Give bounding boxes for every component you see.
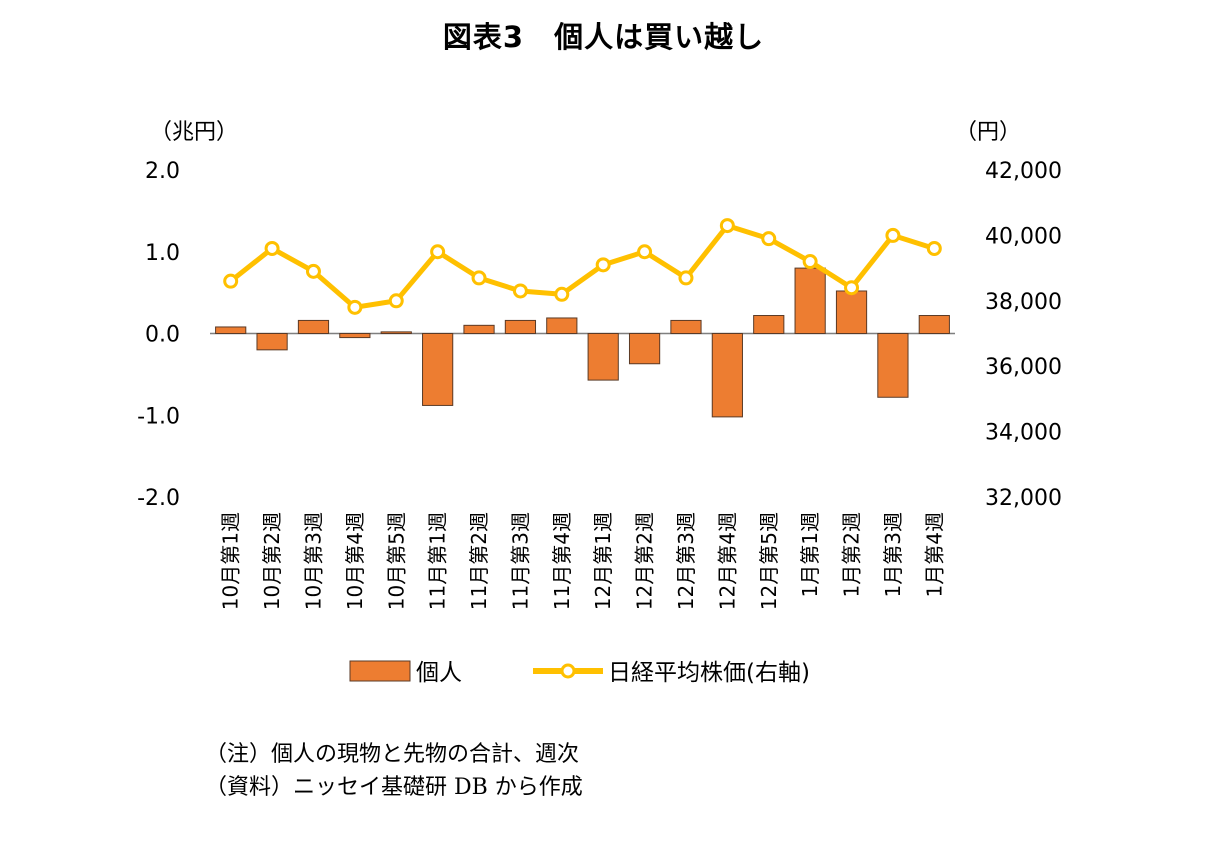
y-right-tick: 36,000: [985, 355, 1062, 380]
x-category-label: 10月第4週: [343, 512, 367, 610]
line-point: [430, 244, 446, 260]
line-point: [719, 218, 735, 234]
x-category-label: 10月第5週: [384, 512, 408, 610]
x-category-label: 10月第3週: [301, 512, 325, 610]
y-left-tick: -2.0: [137, 486, 180, 511]
line-point: [926, 240, 942, 256]
line-point: [305, 263, 321, 279]
y-right-tick: 42,000: [985, 159, 1062, 184]
bar: [753, 315, 785, 335]
y-right-tick: 32,000: [985, 486, 1062, 511]
line-point: [223, 273, 239, 289]
bar: [546, 317, 578, 334]
line-point: [595, 257, 611, 273]
y-left-tick: 2.0: [145, 159, 180, 184]
bar: [918, 315, 950, 335]
line-point: [471, 270, 487, 286]
bar: [628, 333, 661, 365]
note-2: （資料）ニッセイ基礎研 DB から作成: [205, 775, 583, 800]
y-right-axis-label: （円）: [955, 120, 1021, 145]
y-left-axis-label: （兆円）: [150, 120, 238, 145]
bar: [297, 319, 330, 335]
x-category-label: 11月第3週: [508, 512, 532, 610]
bar: [215, 326, 247, 334]
line-point: [347, 299, 363, 315]
x-category-label: 1月第4週: [922, 512, 946, 597]
bar-series: [215, 267, 950, 418]
line-point: [264, 240, 280, 256]
y-right-tick: 34,000: [985, 421, 1062, 446]
y-left-tick: 1.0: [145, 241, 180, 266]
x-category-label: 11月第4週: [550, 512, 574, 610]
bar: [587, 333, 619, 381]
line-point: [802, 254, 818, 270]
x-category-label: 10月第2週: [260, 512, 284, 610]
bar: [670, 319, 702, 335]
bar: [835, 290, 868, 334]
legend-label-line: 日経平均株価(右軸): [608, 660, 810, 686]
x-category-label: 11月第1週: [426, 512, 450, 610]
x-category-label: 12月第2週: [633, 512, 657, 610]
bar: [256, 333, 288, 351]
bar: [711, 333, 743, 418]
line-point: [678, 270, 694, 286]
bar: [339, 333, 371, 339]
x-category-label: 10月第1週: [219, 512, 243, 610]
x-category-label: 1月第1週: [798, 512, 822, 597]
x-category-label: 11月第2週: [467, 512, 491, 610]
line-point: [554, 286, 570, 302]
bar: [877, 333, 909, 398]
x-category-label: 1月第3週: [881, 512, 905, 597]
x-category-label: 1月第2週: [840, 512, 864, 597]
bar: [504, 319, 537, 335]
bar: [422, 333, 454, 406]
line-point: [844, 280, 860, 296]
note-1: （注）個人の現物と先物の合計、週次: [205, 742, 580, 767]
bar: [463, 324, 495, 335]
y-left-tick: -1.0: [137, 404, 180, 429]
legend-marker: [560, 663, 576, 679]
bar: [380, 331, 412, 334]
y-right-tick: 40,000: [985, 224, 1062, 249]
bar: [794, 267, 826, 335]
line-point: [761, 231, 777, 247]
x-category-label: 12月第5週: [757, 512, 781, 610]
y-right-tick-labels: 42,000 40,000 38,000 36,000 34,000 32,000: [985, 159, 1062, 511]
chart-title: 図表3 個人は買い越し: [442, 20, 765, 54]
line-point: [885, 227, 901, 243]
x-category-label: 12月第3週: [674, 512, 698, 610]
x-category-label: 12月第4週: [715, 512, 739, 610]
y-left-tick: 0.0: [145, 323, 180, 348]
legend-swatch-bar: [349, 660, 411, 682]
line-point: [637, 244, 653, 260]
line-series: [223, 218, 942, 315]
notes: （注）個人の現物と先物の合計、週次 （資料）ニッセイ基礎研 DB から作成: [205, 738, 583, 804]
y-left-tick-labels: 2.0 1.0 0.0 -1.0 -2.0: [137, 159, 180, 511]
x-category-label: 12月第1週: [591, 512, 615, 610]
line-point: [388, 293, 404, 309]
x-category-labels: 10月第1週 10月第2週 10月第3週 10月第4週 10月第5週 11月第1週 11月第…: [219, 512, 947, 610]
legend: 個人 日経平均株価(右軸): [349, 660, 810, 686]
legend-label-bar: 個人: [416, 660, 462, 686]
y-right-tick: 38,000: [985, 290, 1062, 315]
line-path: [229, 223, 936, 310]
line-point: [512, 283, 528, 299]
